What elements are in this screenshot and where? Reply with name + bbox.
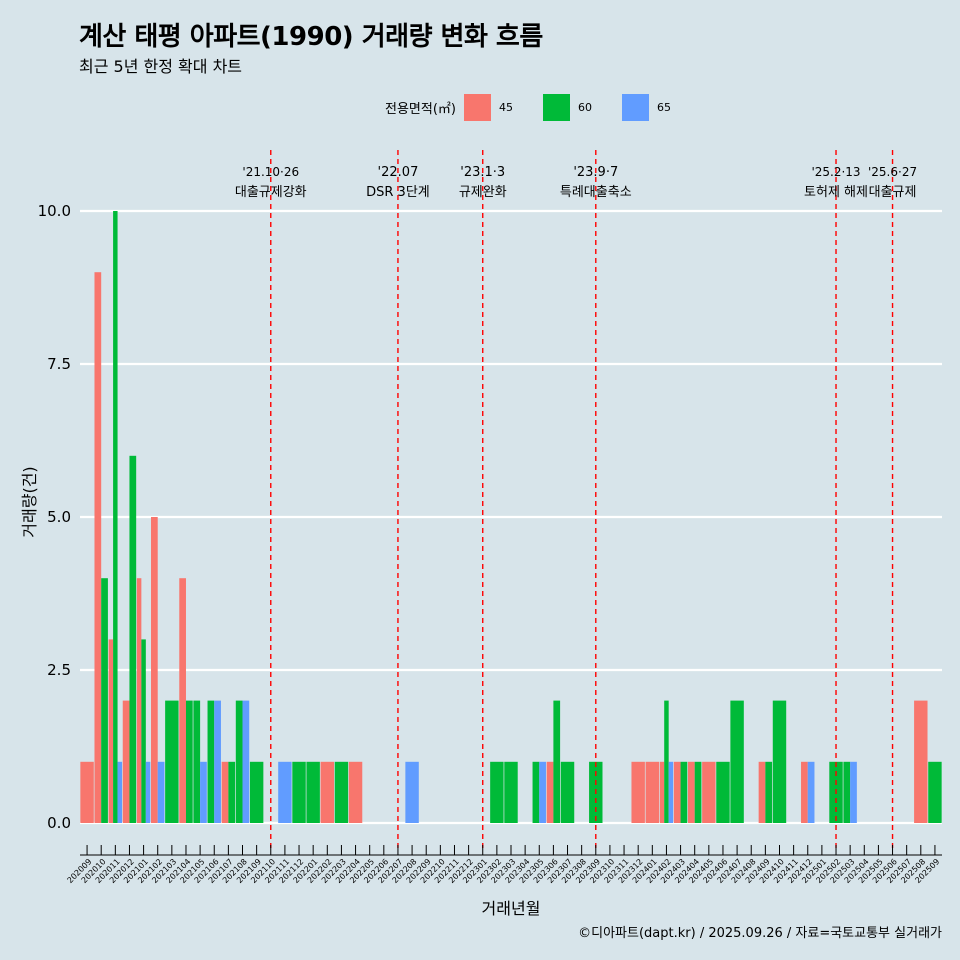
bar-60-202307 — [560, 761, 575, 823]
bar-45-202009 — [80, 761, 94, 823]
bar-60-202402 — [664, 700, 669, 823]
event-label: 규제완화 — [459, 185, 507, 200]
event-label: 토허제 해제 — [804, 185, 868, 200]
bar-45-202202 — [320, 761, 335, 823]
bar-60-202010 — [101, 578, 108, 823]
bar-45-202102 — [151, 517, 158, 823]
bar-45-202011 — [108, 639, 114, 823]
bar-60-202203 — [334, 761, 349, 823]
y-tick-label: 0.0 — [47, 814, 71, 832]
bar-45-202204 — [348, 761, 363, 823]
bar-45-202306 — [546, 761, 554, 823]
bar-45-202412 — [801, 761, 808, 823]
bar-45-202104 — [179, 578, 186, 823]
bar-60-202012 — [129, 455, 137, 823]
bar-60-202112 — [292, 761, 306, 823]
event-label: 대출규제 — [869, 185, 917, 200]
legend-label-65: 65 — [656, 100, 671, 114]
bar-60-202409 — [765, 761, 773, 823]
legend-label-45: 45 — [498, 100, 513, 114]
bar-65-202108 — [242, 700, 250, 823]
bar-45-202401 — [645, 761, 660, 823]
bar-65-202402 — [668, 761, 674, 823]
event-date: '22.07 — [378, 165, 419, 180]
event-label: DSR 3단계 — [366, 185, 430, 200]
bar-45-202402 — [659, 761, 665, 823]
event-date: '21.10·26 — [242, 165, 299, 179]
event-label: 대출규제강화 — [235, 185, 307, 200]
y-axis-title: 거래량(건) — [20, 466, 39, 537]
bar-60-202509 — [928, 761, 942, 823]
bar-60-202103 — [165, 700, 179, 823]
chart-subtitle: 최근 5년 한정 확대 차트 — [79, 57, 243, 76]
legend-key-45 — [463, 93, 491, 121]
bar-65-202101 — [145, 761, 151, 823]
bar-60-202404 — [694, 761, 702, 823]
bar-60-202106 — [207, 700, 215, 823]
bar-65-202106 — [214, 700, 221, 823]
bar-45-202405 — [702, 761, 716, 823]
y-tick-label: 2.5 — [47, 661, 71, 679]
legend-label-60: 60 — [577, 100, 592, 114]
event-date: '25.6·27 — [868, 165, 917, 179]
bar-60-202107 — [228, 761, 236, 823]
y-tick-label: 10.0 — [38, 202, 71, 220]
chart-title: 계산 태평 아파트(1990) 거래량 변화 흐름 — [79, 22, 543, 52]
bar-45-202508 — [914, 700, 928, 823]
bar-65-202412 — [807, 761, 815, 823]
bar-65-202102 — [157, 761, 165, 823]
bar-60-202104 — [185, 700, 193, 823]
bar-45-202403 — [673, 761, 681, 823]
bar-60-202303 — [504, 761, 518, 823]
bar-45-202312 — [631, 761, 645, 823]
bar-45-202107 — [221, 761, 229, 823]
bar-45-202409 — [758, 761, 766, 823]
bar-60-202101 — [141, 639, 146, 823]
bar-60-202201 — [306, 761, 320, 823]
bar-60-202407 — [730, 700, 744, 823]
event-date: '23.9·7 — [573, 165, 618, 180]
bar-60-202410 — [772, 700, 787, 823]
source-caption: ©디아파트(dapt.kr) / 2025.09.26 / 자료=국토교통부 실… — [578, 926, 942, 941]
bar-65-202208 — [405, 761, 419, 823]
bar-65-202111 — [278, 761, 292, 823]
bar-65-202503 — [850, 761, 857, 823]
bar-45-202404 — [687, 761, 695, 823]
event-label: 특례대출축소 — [560, 185, 632, 200]
bar-45-202012 — [122, 700, 130, 823]
legend-key-60 — [542, 93, 570, 121]
event-date: '23.1·3 — [460, 165, 505, 180]
event-date: '25.2·13 — [811, 165, 860, 179]
bar-60-202302 — [490, 761, 504, 823]
bar-60-202105 — [193, 700, 201, 823]
bar-60-202403 — [680, 761, 688, 823]
bar-65-202305 — [539, 761, 546, 823]
bar-60-202406 — [716, 761, 730, 823]
bar-60-202306 — [553, 700, 561, 823]
bar-60-202108 — [235, 700, 243, 823]
legend-title: 전용면적(㎡) — [385, 101, 456, 117]
bar-65-202011 — [117, 761, 123, 823]
bar-60-202011 — [113, 211, 118, 823]
bar-60-202109 — [249, 761, 264, 823]
legend: 전용면적(㎡) 45 60 65 — [385, 92, 701, 122]
bar-60-202305 — [532, 761, 540, 823]
y-tick-label: 7.5 — [47, 355, 71, 373]
legend-key-65 — [621, 93, 649, 121]
bar-45-202010 — [94, 272, 102, 823]
bar-60-202503 — [843, 761, 851, 823]
y-tick-label: 5.0 — [47, 508, 71, 526]
x-axis-title: 거래년월 — [482, 899, 541, 918]
bar-45-202101 — [136, 578, 142, 823]
bar-65-202105 — [200, 761, 207, 823]
